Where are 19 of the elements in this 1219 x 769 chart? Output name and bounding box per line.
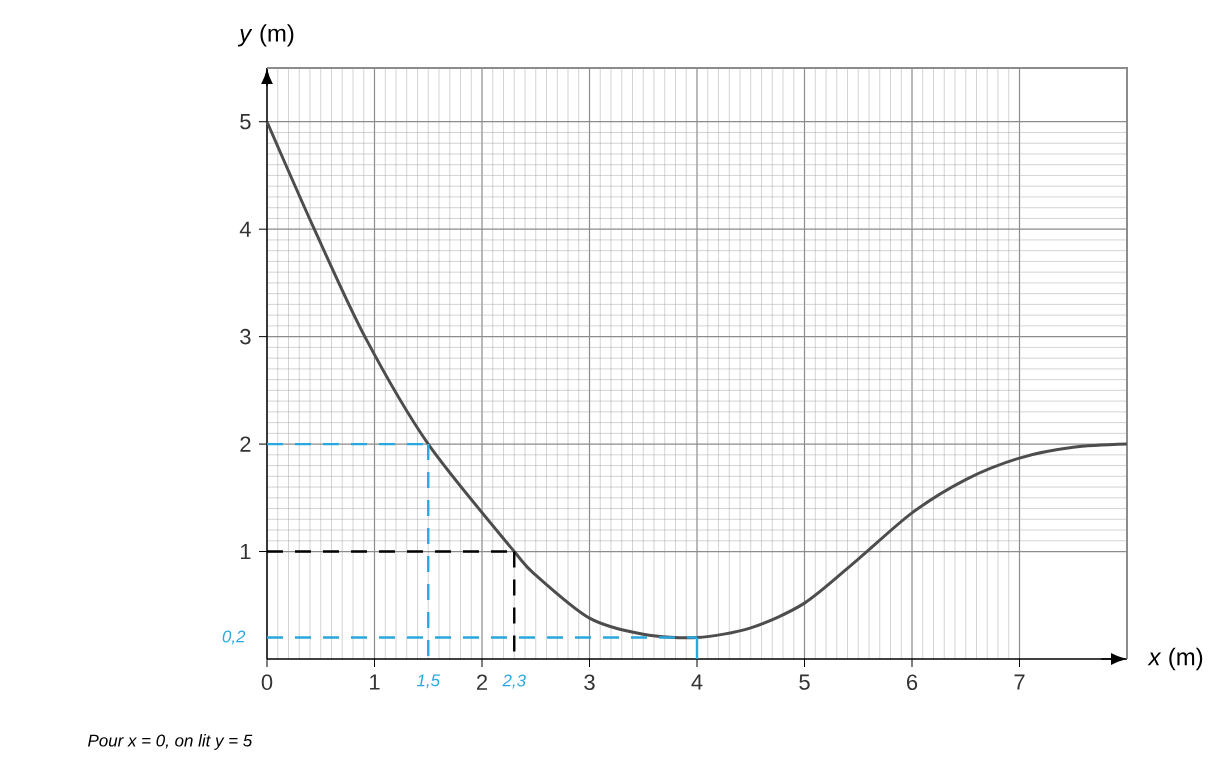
y-tick-label: 3 — [240, 328, 251, 345]
x-tick-label: 7 — [1014, 674, 1025, 690]
y-tick-label: 5 — [240, 114, 251, 130]
y-axis-title: y (m) — [237, 24, 294, 47]
x-tick-label: 3 — [584, 674, 595, 691]
y-tick-label: 1 — [240, 544, 251, 560]
x-tick-label: 5 — [799, 674, 810, 690]
annotation: 0,2 — [222, 630, 246, 645]
annotation: 2,3 — [502, 674, 526, 689]
annotation: 1,5 — [416, 674, 441, 689]
x-tick-label: 6 — [907, 674, 918, 691]
x-axis-title: x (m) — [1147, 647, 1203, 671]
y-tick-label: 2 — [240, 436, 251, 452]
x-tick-label: 1 — [370, 674, 380, 690]
text: Pour x = 0, on lit y = 5 — [88, 734, 253, 750]
x-tick-label: 2 — [477, 674, 487, 690]
y-tick-label: 4 — [239, 221, 251, 237]
x-tick-label: 0 — [261, 674, 273, 691]
x-tick-label: 4 — [691, 674, 703, 690]
